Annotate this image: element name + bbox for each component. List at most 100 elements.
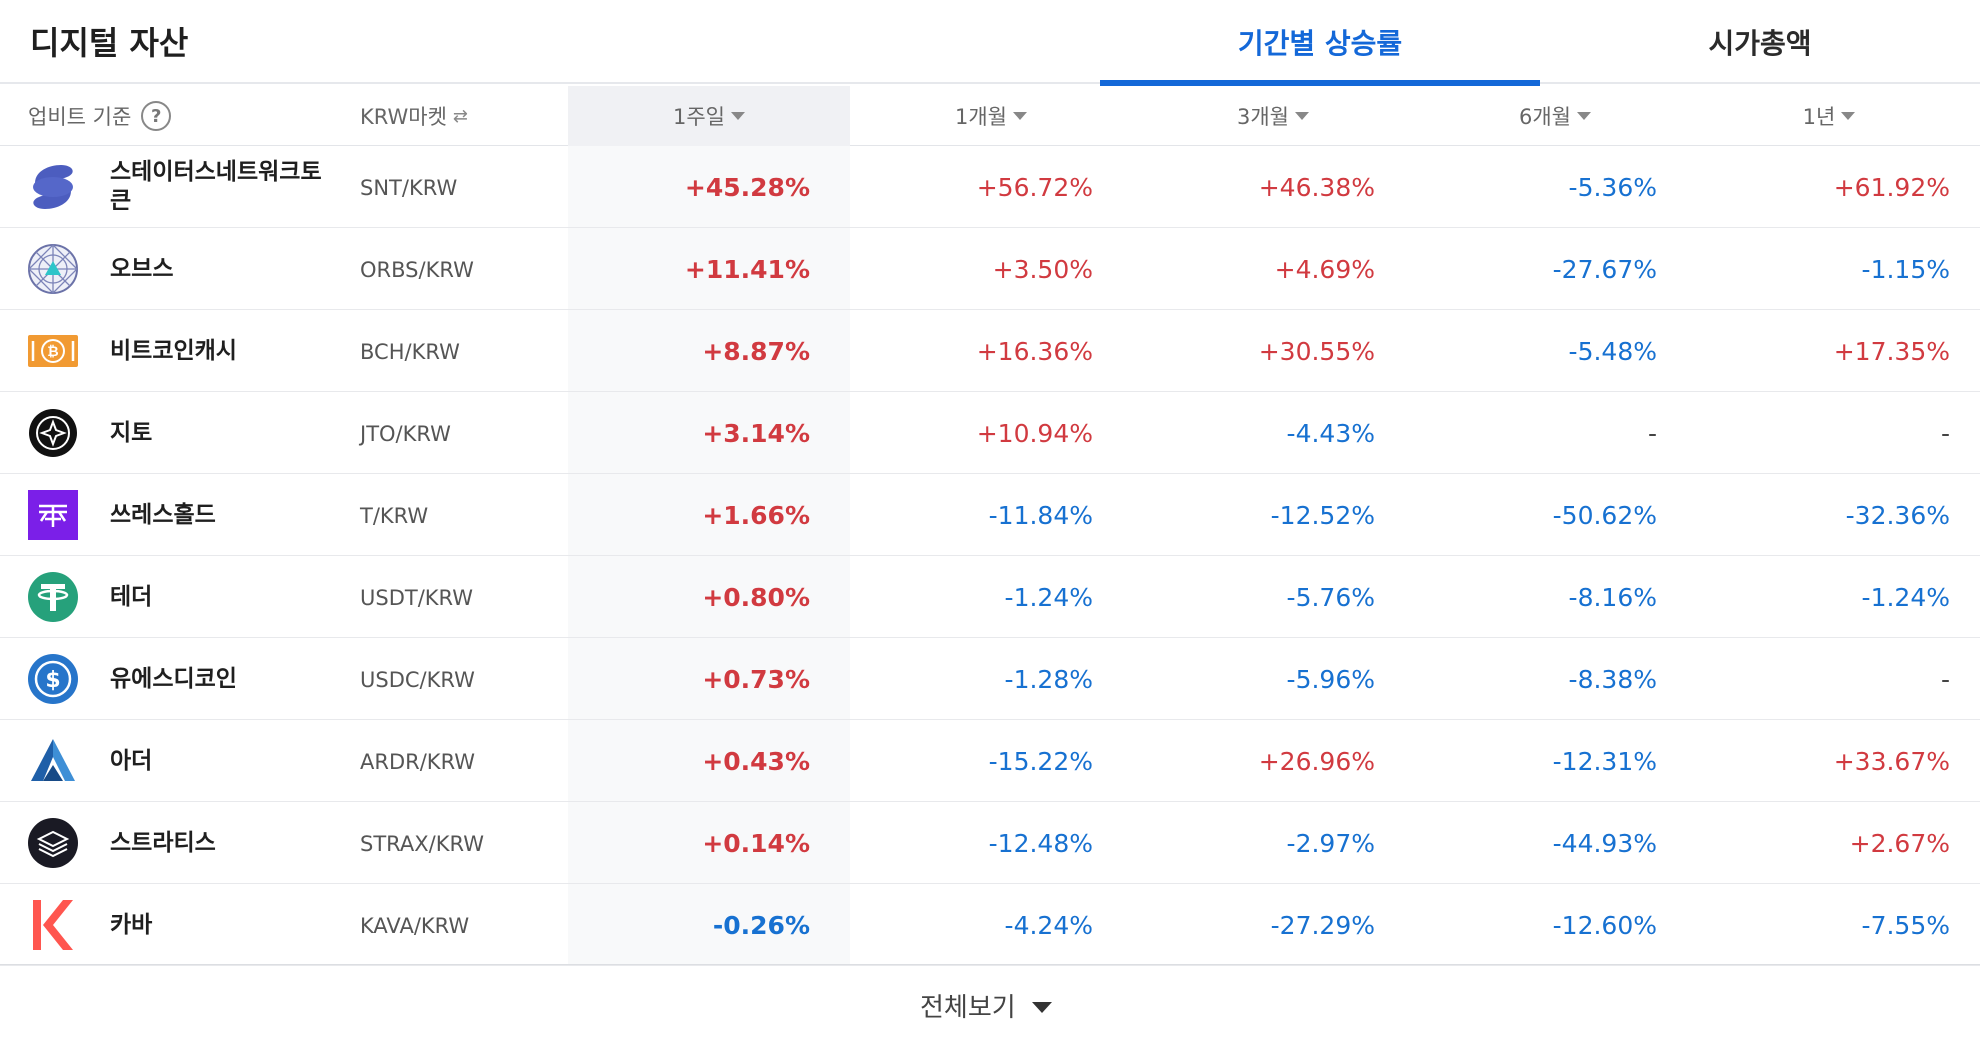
chevron-down-icon: [1031, 1002, 1052, 1013]
snt-icon: [27, 161, 79, 213]
help-icon[interactable]: ?: [141, 101, 172, 131]
return-6m: -8.16%: [1568, 582, 1657, 612]
return-6m: -12.31%: [1552, 746, 1657, 776]
coin-pair: STRAX/KRW: [360, 832, 485, 856]
bch-icon: ₿: [27, 325, 79, 377]
coin-name: 지토: [110, 419, 153, 446]
return-1w: +45.28%: [684, 172, 810, 202]
return-6m: -5.48%: [1568, 336, 1657, 366]
return-6m: -50.62%: [1552, 500, 1657, 530]
coin-pair: USDT/KRW: [360, 586, 474, 610]
return-1w: -0.26%: [712, 910, 810, 940]
tab-market-cap[interactable]: 시가총액: [1708, 27, 1812, 60]
table-row[interactable]: 카바 KAVA/KRW -0.26% -4.24% -27.29% -12.60…: [0, 884, 1980, 966]
strax-icon: [27, 817, 79, 869]
return-1m: -1.24%: [1004, 582, 1093, 612]
table-footer: 전체보기: [0, 964, 1980, 1046]
table-row[interactable]: ₿ 비트코인캐시 BCH/KRW +8.87% +16.36% +30.55% …: [0, 310, 1980, 392]
return-1w: +3.14%: [702, 418, 810, 448]
sort-1y-header[interactable]: 1년: [1688, 86, 1970, 146]
period-label-6m: 6개월: [1518, 105, 1571, 129]
usdc-icon: $: [27, 653, 79, 705]
return-1y: +61.92%: [1833, 172, 1950, 202]
coin-name: 쓰레스홀드: [110, 501, 216, 528]
orbs-icon: [27, 243, 79, 295]
coin-pair: SNT/KRW: [360, 176, 458, 200]
coin-pair: USDC/KRW: [360, 668, 475, 692]
coin-name: 스트라티스: [110, 829, 216, 856]
kava-icon: [27, 899, 79, 951]
return-6m: -: [1647, 418, 1657, 448]
market-toggle[interactable]: KRW마켓 ⇄: [360, 86, 468, 146]
return-6m: -8.38%: [1568, 664, 1657, 694]
swap-icon: ⇄: [452, 105, 469, 127]
return-3m: -5.76%: [1286, 582, 1375, 612]
table-row[interactable]: 스테이터스네트워크토큰 SNT/KRW +45.28% +56.72% +46.…: [0, 146, 1980, 228]
period-label-1m: 1개월: [954, 105, 1007, 129]
return-1y: -1.24%: [1861, 582, 1950, 612]
return-6m: -27.67%: [1552, 254, 1657, 284]
sort-3m-header[interactable]: 3개월: [1132, 86, 1414, 146]
return-3m: -4.43%: [1286, 418, 1375, 448]
return-1m: +56.72%: [976, 172, 1093, 202]
basis-label: 업비트 기준: [28, 105, 132, 129]
return-3m: -2.97%: [1286, 828, 1375, 858]
return-1m: +3.50%: [992, 254, 1093, 284]
period-label-1w: 1주일: [672, 105, 725, 129]
caret-down-icon: [1295, 112, 1309, 120]
table-row[interactable]: 테더 USDT/KRW +0.80% -1.24% -5.76% -8.16% …: [0, 556, 1980, 638]
return-1m: -1.28%: [1004, 664, 1093, 694]
sort-1w-header[interactable]: 1주일: [568, 86, 850, 146]
return-1m: -11.84%: [988, 500, 1093, 530]
coin-pair: BCH/KRW: [360, 340, 460, 364]
svg-text:₿: ₿: [47, 344, 58, 360]
tab-period-return[interactable]: 기간별 상승률: [1100, 0, 1540, 86]
return-1w: +8.87%: [702, 336, 810, 366]
section-header: 디지털 자산 기간별 상승률 시가총액: [0, 0, 1980, 86]
caret-down-icon: [731, 112, 745, 120]
table-row[interactable]: 쓰레스홀드 T/KRW +1.66% -11.84% -12.52% -50.6…: [0, 474, 1980, 556]
jto-icon: [27, 407, 79, 459]
return-1y: -: [1940, 418, 1950, 448]
coin-pair: T/KRW: [360, 504, 429, 528]
return-3m: -5.96%: [1286, 664, 1375, 694]
coin-name: 아더: [110, 747, 153, 774]
table-row[interactable]: 지토 JTO/KRW +3.14% +10.94% -4.43% - -: [0, 392, 1980, 474]
return-1m: +16.36%: [976, 336, 1093, 366]
return-1y: -1.15%: [1861, 254, 1950, 284]
coin-pair: ORBS/KRW: [360, 258, 474, 282]
view-all-button[interactable]: 전체보기: [920, 987, 1052, 1024]
return-1y: +17.35%: [1833, 336, 1950, 366]
return-1m: -4.24%: [1004, 910, 1093, 940]
return-3m: -27.29%: [1270, 910, 1375, 940]
return-1w: +1.66%: [702, 500, 810, 530]
coin-name: 카바: [110, 911, 153, 938]
sort-1m-header[interactable]: 1개월: [850, 86, 1132, 146]
return-1w: +0.73%: [702, 664, 810, 694]
return-1y: -: [1940, 664, 1950, 694]
return-1m: -15.22%: [988, 746, 1093, 776]
period-label-3m: 3개월: [1236, 105, 1289, 129]
view-all-label: 전체보기: [920, 993, 1016, 1023]
market-label: KRW마켓: [360, 105, 447, 129]
return-3m: +46.38%: [1258, 172, 1375, 202]
return-3m: +4.69%: [1274, 254, 1375, 284]
coin-pair: ARDR/KRW: [360, 750, 476, 774]
return-3m: -12.52%: [1270, 500, 1375, 530]
sort-6m-header[interactable]: 6개월: [1414, 86, 1696, 146]
table-row[interactable]: 스트라티스 STRAX/KRW +0.14% -12.48% -2.97% -4…: [0, 802, 1980, 884]
table-row[interactable]: $ 유에스디코인 USDC/KRW +0.73% -1.28% -5.96% -…: [0, 638, 1980, 720]
return-1w: +0.43%: [702, 746, 810, 776]
return-1y: +33.67%: [1833, 746, 1950, 776]
return-1y: -7.55%: [1861, 910, 1950, 940]
return-1w: +0.14%: [702, 828, 810, 858]
coin-pair: JTO/KRW: [360, 422, 451, 446]
coin-name: 테더: [110, 583, 153, 610]
return-1y: -32.36%: [1845, 500, 1950, 530]
return-6m: -12.60%: [1552, 910, 1657, 940]
return-3m: +26.96%: [1258, 746, 1375, 776]
table-row[interactable]: 아더 ARDR/KRW +0.43% -15.22% +26.96% -12.3…: [0, 720, 1980, 802]
coin-name: 스테이터스네트워크토큰: [110, 159, 322, 214]
usdt-icon: [27, 571, 79, 623]
table-row[interactable]: 오브스 ORBS/KRW +11.41% +3.50% +4.69% -27.6…: [0, 228, 1980, 310]
